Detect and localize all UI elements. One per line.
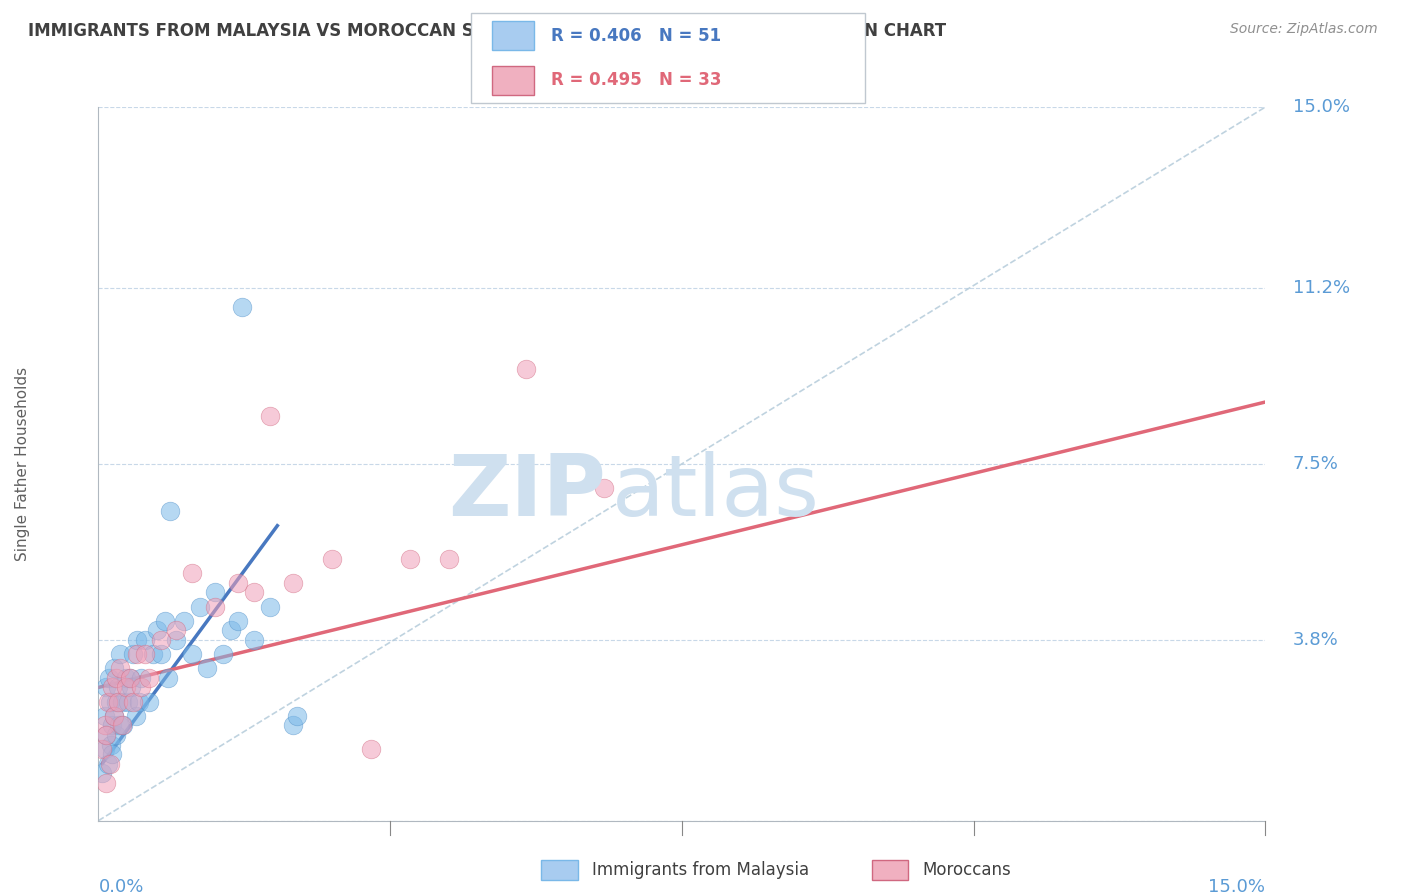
Point: [165, 624, 187, 638]
Point: [129, 681, 152, 695]
Text: Single Father Households: Single Father Households: [15, 367, 30, 561]
Point: [437, 552, 460, 566]
Point: [146, 624, 169, 638]
Point: [212, 647, 235, 661]
Point: [285, 709, 308, 723]
Text: atlas: atlas: [612, 450, 820, 534]
Point: [112, 718, 135, 732]
Point: [96, 728, 118, 742]
Text: 3.8%: 3.8%: [1292, 631, 1339, 648]
Point: [142, 647, 165, 661]
Point: [134, 647, 156, 661]
Point: [100, 738, 122, 752]
Point: [107, 695, 129, 709]
Point: [101, 681, 124, 695]
Point: [108, 661, 131, 675]
Point: [149, 647, 172, 661]
Text: Immigrants from Malaysia: Immigrants from Malaysia: [592, 861, 808, 879]
Point: [127, 632, 149, 647]
Point: [96, 775, 118, 789]
Point: [281, 575, 304, 590]
Point: [149, 632, 172, 647]
Point: [153, 614, 176, 628]
Point: [165, 632, 187, 647]
Point: [127, 647, 149, 661]
Text: Source: ZipAtlas.com: Source: ZipAtlas.com: [1230, 22, 1378, 37]
Point: [94, 742, 117, 756]
Point: [111, 695, 134, 709]
Point: [360, 742, 382, 756]
Point: [180, 647, 202, 661]
Point: [98, 695, 121, 709]
Text: 0.0%: 0.0%: [98, 878, 143, 892]
Point: [122, 647, 145, 661]
Point: [204, 599, 226, 614]
Point: [515, 361, 537, 376]
Point: [97, 756, 120, 771]
Text: 7.5%: 7.5%: [1292, 455, 1339, 473]
Point: [96, 728, 118, 742]
Point: [173, 614, 195, 628]
Point: [398, 552, 420, 566]
Point: [100, 718, 122, 732]
Text: 11.2%: 11.2%: [1292, 279, 1350, 297]
Point: [103, 709, 125, 723]
Point: [120, 681, 142, 695]
Point: [281, 718, 304, 732]
Point: [188, 599, 211, 614]
Text: 15.0%: 15.0%: [1292, 98, 1350, 116]
Point: [134, 632, 156, 647]
Text: 15.0%: 15.0%: [1208, 878, 1265, 892]
Point: [228, 575, 250, 590]
Text: ZIP: ZIP: [449, 450, 606, 534]
Point: [125, 709, 148, 723]
Point: [228, 614, 250, 628]
Point: [91, 742, 114, 756]
Text: R = 0.495   N = 33: R = 0.495 N = 33: [551, 71, 721, 89]
Point: [101, 747, 124, 761]
Point: [108, 718, 131, 732]
Point: [259, 409, 281, 424]
Text: R = 0.406   N = 51: R = 0.406 N = 51: [551, 27, 721, 45]
Point: [97, 695, 120, 709]
Point: [91, 766, 114, 780]
Point: [231, 300, 253, 314]
Point: [195, 661, 218, 675]
Point: [259, 599, 281, 614]
Point: [129, 671, 152, 685]
Point: [104, 728, 127, 742]
Point: [180, 566, 202, 581]
Point: [138, 671, 160, 685]
Point: [118, 671, 141, 685]
Point: [117, 695, 139, 709]
Text: IMMIGRANTS FROM MALAYSIA VS MOROCCAN SINGLE FATHER HOUSEHOLDS CORRELATION CHART: IMMIGRANTS FROM MALAYSIA VS MOROCCAN SIN…: [28, 22, 946, 40]
Point: [243, 632, 266, 647]
Point: [138, 695, 160, 709]
Point: [122, 695, 145, 709]
Point: [103, 661, 125, 675]
Point: [321, 552, 343, 566]
Point: [96, 681, 118, 695]
Point: [104, 671, 127, 685]
Point: [159, 504, 181, 518]
Point: [93, 718, 115, 732]
Point: [157, 671, 180, 685]
Text: Moroccans: Moroccans: [922, 861, 1011, 879]
Point: [243, 585, 266, 599]
Point: [98, 756, 121, 771]
Point: [97, 671, 120, 685]
Point: [114, 671, 136, 685]
Point: [103, 709, 125, 723]
Point: [111, 718, 134, 732]
Point: [93, 709, 115, 723]
Point: [118, 671, 141, 685]
Point: [105, 695, 128, 709]
Point: [204, 585, 226, 599]
Point: [107, 681, 129, 695]
Point: [593, 481, 616, 495]
Point: [114, 681, 136, 695]
Point: [219, 624, 242, 638]
Point: [108, 647, 131, 661]
Point: [128, 695, 150, 709]
